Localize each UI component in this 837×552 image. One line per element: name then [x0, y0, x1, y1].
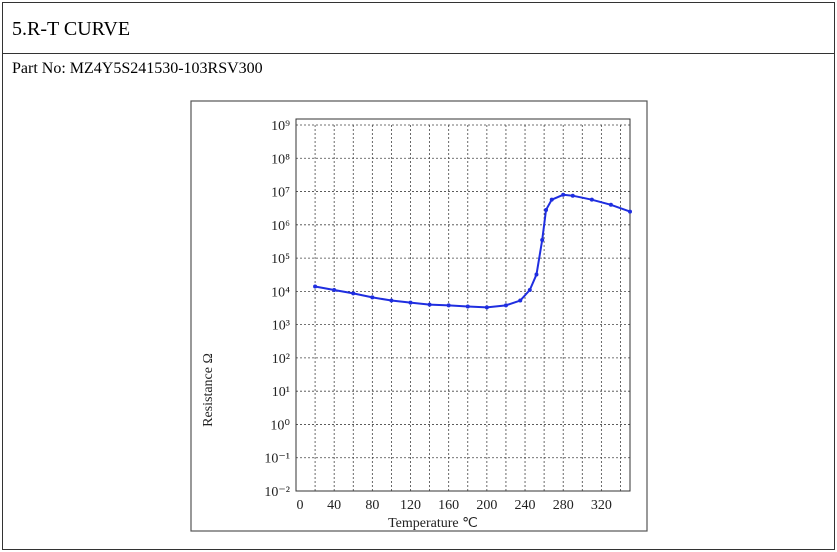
point — [561, 192, 566, 197]
y-tick-label: 10⁵ — [271, 252, 290, 267]
plot-frame — [295, 118, 631, 492]
point — [370, 295, 375, 300]
y-tick-label: 10⁶ — [271, 219, 290, 234]
point — [389, 298, 394, 303]
x-axis-label: Temperature ℃ — [388, 516, 478, 531]
point — [527, 287, 532, 292]
x-tick-label: 240 — [515, 498, 536, 513]
y-tick-label: 10⁻² — [264, 485, 290, 500]
point — [540, 237, 545, 242]
y-tick-label: 10⁹ — [271, 119, 290, 134]
x-tick-label: 280 — [553, 498, 574, 513]
y-axis-label: Resistance Ω — [201, 353, 216, 427]
point — [465, 304, 470, 309]
y-tick-label: 10³ — [272, 319, 290, 334]
point — [518, 298, 523, 303]
x-tick-label: 200 — [476, 498, 497, 513]
y-tick-label: 10¹ — [272, 385, 290, 400]
point — [408, 300, 413, 305]
x-tick-label: 0 — [297, 498, 304, 513]
point — [544, 207, 549, 212]
y-tick-label: 10⁰ — [270, 418, 290, 433]
part-number: Part No: MZ4Y5S241530-103RSV300 — [12, 60, 263, 77]
point — [534, 272, 539, 277]
y-tick-label: 10⁸ — [271, 152, 290, 167]
point — [351, 291, 356, 296]
point — [484, 305, 489, 310]
point — [313, 284, 318, 289]
y-tick-label: 10⁷ — [271, 186, 290, 201]
point — [503, 303, 508, 308]
point — [332, 287, 337, 292]
x-tick-label: 320 — [591, 498, 612, 513]
x-tick-label: 160 — [438, 498, 459, 513]
y-tick-label: 10⁻¹ — [264, 452, 290, 467]
point — [446, 303, 451, 308]
y-tick-label: 10² — [272, 352, 290, 367]
y-tick-label: 10⁴ — [271, 285, 290, 300]
point — [608, 202, 613, 207]
chart-frame — [190, 100, 648, 532]
x-tick-label: 40 — [327, 498, 341, 513]
x-tick-label: 80 — [365, 498, 379, 513]
point — [628, 209, 632, 214]
x-tick-label: 120 — [400, 498, 421, 513]
point — [589, 197, 594, 202]
section-title: 5.R-T CURVE — [3, 3, 834, 54]
chart: Resistance Ω Temperature ℃ 10⁹ 10⁸ 10⁷ 10⁶ 1… — [190, 100, 648, 532]
curve — [314, 193, 631, 309]
point — [570, 193, 575, 198]
point — [427, 302, 432, 307]
point — [549, 197, 554, 202]
